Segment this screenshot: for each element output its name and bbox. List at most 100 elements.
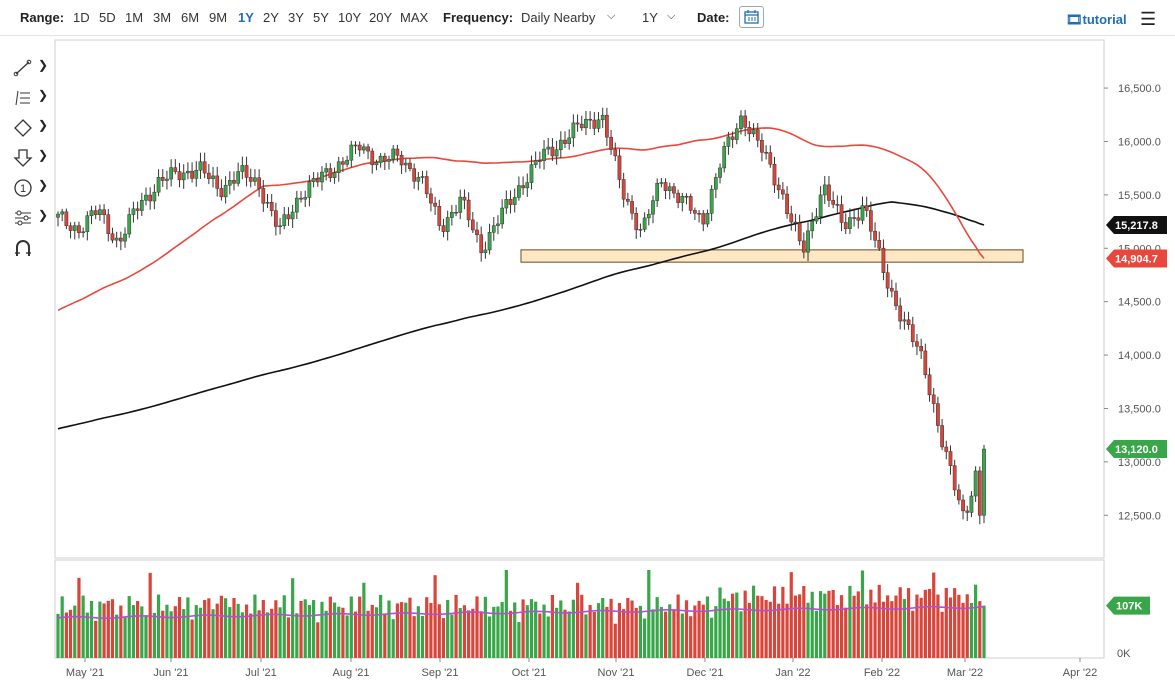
candle-body xyxy=(889,287,894,292)
candle-body xyxy=(789,213,794,223)
chart-toolbar: Range: 1D 5D 1M 3M 6M 9M 1Y 2Y 3Y 5Y 10Y… xyxy=(0,0,1175,36)
volume-bar xyxy=(370,604,374,658)
shape-tool-button[interactable]: ❯ xyxy=(12,118,52,140)
chevron-down-icon[interactable]: ⌵ xyxy=(667,10,676,22)
range-5d-button[interactable]: 5D xyxy=(99,10,116,25)
candle-body xyxy=(625,198,630,202)
candle-body xyxy=(957,489,961,501)
range-10y-button[interactable]: 10Y xyxy=(338,10,362,25)
candle-body xyxy=(709,188,714,214)
axis-labels: 16,500.016,000.015,500.015,000.014,500.0… xyxy=(66,83,1161,679)
range-1y-button[interactable]: 1Y xyxy=(238,10,254,25)
ma50-price-tag: 14,904.7 xyxy=(1115,253,1158,265)
support-zone-layer xyxy=(520,249,1024,263)
svg-text:1: 1 xyxy=(20,183,26,195)
candle-body xyxy=(173,167,178,172)
volume-bar xyxy=(508,610,513,658)
range-9m-button[interactable]: 9M xyxy=(209,10,228,25)
frequency-select[interactable]: Daily Nearby xyxy=(521,10,596,25)
candle-body xyxy=(760,139,764,153)
range-max-button[interactable]: MAX xyxy=(400,10,429,25)
candle-body xyxy=(93,210,98,215)
range-3m-button[interactable]: 3M xyxy=(153,10,172,25)
candle-body xyxy=(332,172,337,178)
arrow-tool-button[interactable]: ❯ xyxy=(12,148,52,170)
candle-body xyxy=(944,446,949,452)
candle-body xyxy=(190,170,194,179)
volume-bar xyxy=(827,590,831,658)
volume-bar xyxy=(894,595,898,658)
volume-bar xyxy=(630,600,634,658)
range-1d-button[interactable]: 1D xyxy=(73,10,90,25)
fib-tool-button[interactable]: ❯ xyxy=(12,88,52,110)
y-tick-label: 13,500.0 xyxy=(1118,403,1161,415)
candle-body xyxy=(274,210,278,227)
volume-bar xyxy=(123,617,127,658)
volume-bar xyxy=(923,589,927,658)
support-zone xyxy=(520,249,1024,263)
date-picker-button[interactable] xyxy=(739,6,764,28)
volume-bar xyxy=(865,604,869,658)
volume-bar xyxy=(873,602,877,658)
volume-bar xyxy=(56,613,60,658)
range-3y-button[interactable]: 3Y xyxy=(288,10,304,25)
candle-body xyxy=(244,165,249,178)
volume-bar xyxy=(915,594,919,658)
candle-body xyxy=(165,178,169,181)
candle-body xyxy=(265,202,270,204)
x-tick-label: Jan '22 xyxy=(775,667,810,679)
volume-bar xyxy=(860,570,865,658)
line-tool-button[interactable]: ❯ xyxy=(12,58,52,80)
volume-bar xyxy=(328,596,332,658)
candle-body xyxy=(588,118,592,121)
period-select[interactable]: 1Y xyxy=(642,10,658,25)
range-1m-button[interactable]: 1M xyxy=(125,10,144,25)
range-6m-button[interactable]: 6M xyxy=(181,10,200,25)
candle-body xyxy=(873,230,877,241)
settings-tool-button[interactable]: ❯ xyxy=(12,208,52,230)
volume-bar xyxy=(303,599,307,658)
volume-bar xyxy=(768,601,772,658)
candle-body xyxy=(546,146,551,150)
candle-body xyxy=(491,225,496,233)
magnet-tool-button[interactable] xyxy=(12,238,52,260)
candle-body xyxy=(713,177,718,190)
volume-bar xyxy=(73,605,77,658)
volume-bar xyxy=(735,592,739,658)
number-tool-button[interactable]: 1 ❯ xyxy=(12,178,52,200)
volume-bar xyxy=(110,599,115,658)
tutorial-link[interactable]: 🎞tutorial xyxy=(1066,12,1127,28)
volume-bar xyxy=(622,609,626,658)
number-tool-icon: 1 xyxy=(14,179,32,197)
last-price-tag: 13,120.0 xyxy=(1115,444,1158,456)
candle-body xyxy=(697,212,701,215)
volume-bar xyxy=(228,607,232,658)
range-5y-button[interactable]: 5Y xyxy=(313,10,329,25)
chevron-down-icon[interactable]: ⌵ xyxy=(607,10,616,22)
volume-bar xyxy=(244,604,249,658)
price-chart[interactable]: 16,500.016,000.015,500.015,000.014,500.0… xyxy=(0,36,1175,696)
candle-body xyxy=(479,234,484,253)
volume-bar xyxy=(663,611,668,658)
volume-bar xyxy=(772,586,777,658)
volume-bar xyxy=(601,598,605,658)
hamburger-menu-icon[interactable]: ☰ xyxy=(1140,9,1157,29)
range-20y-button[interactable]: 20Y xyxy=(369,10,393,25)
candle-body xyxy=(282,214,287,227)
volume-bar xyxy=(450,614,454,658)
volume-bar xyxy=(877,584,881,658)
range-2y-button[interactable]: 2Y xyxy=(263,10,279,25)
volume-bar xyxy=(655,597,659,658)
candle-body xyxy=(496,223,500,226)
volume-bar xyxy=(701,604,705,658)
candle-body xyxy=(445,217,450,232)
volume-bar xyxy=(743,590,747,658)
candle-body xyxy=(550,146,555,157)
volume-bar xyxy=(781,586,785,658)
candle-body xyxy=(500,207,504,225)
volume-bar xyxy=(211,609,215,658)
volume-bar xyxy=(404,602,408,658)
candle-body xyxy=(646,213,651,219)
candle-body xyxy=(240,165,245,172)
x-tick-label: Oct '21 xyxy=(512,667,547,679)
